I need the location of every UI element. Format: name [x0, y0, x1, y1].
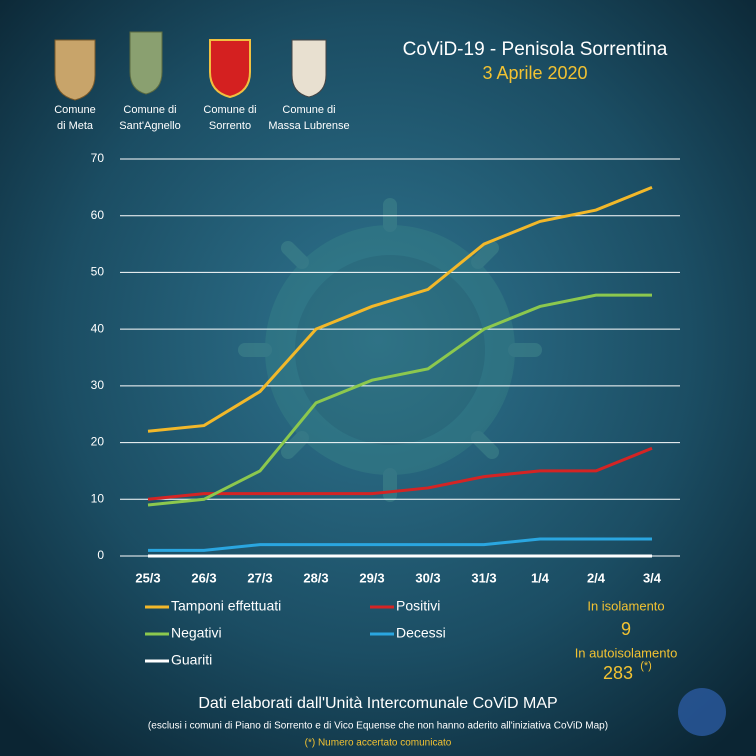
logo-caption: Sant'Agnello [119, 120, 180, 132]
y-tick-label: 20 [91, 435, 105, 449]
stat-value: 9 [621, 619, 631, 639]
x-tick-label: 26/3 [191, 570, 216, 585]
footnote: (*) Numero accertato comunicato [305, 738, 452, 749]
crest [129, 31, 163, 95]
logo-caption: Comune [54, 104, 96, 116]
legend-label: Decessi [396, 625, 446, 641]
footer-note: (esclusi i comuni di Piano di Sorrento e… [148, 721, 608, 732]
series-line [148, 537, 652, 552]
legend-label: Negativi [171, 625, 222, 641]
stat-value: 283 [603, 663, 633, 683]
footer-title: Dati elaborati dall'Unità Intercomunale … [198, 695, 557, 712]
y-tick-label: 60 [91, 208, 105, 222]
logos [54, 31, 327, 101]
x-tick-label: 30/3 [415, 570, 440, 585]
legend-label: Tamponi effettuati [171, 598, 281, 614]
x-tick-label: 3/4 [643, 570, 662, 585]
covid-map-logo [678, 688, 726, 736]
logo-caption: Sorrento [209, 120, 251, 132]
logo-caption: Comune di [203, 104, 256, 116]
crest [291, 39, 327, 98]
y-tick-label: 30 [91, 378, 105, 392]
chart-subtitle: 3 Aprile 2020 [482, 63, 587, 83]
x-tick-label: 1/4 [531, 570, 550, 585]
crest [209, 39, 251, 99]
legend-label: Guariti [171, 652, 212, 668]
logo-caption: Massa Lubrense [268, 120, 349, 132]
y-tick-label: 0 [97, 548, 104, 562]
x-tick-label: 28/3 [303, 570, 328, 585]
y-tick-label: 70 [91, 151, 105, 165]
logo-caption: Comune di [123, 104, 176, 116]
series-line [147, 185, 653, 433]
stat-label: In isolamento [587, 598, 664, 613]
y-tick-label: 10 [91, 491, 105, 505]
stat-note: (*) [640, 660, 652, 672]
y-tick-label: 40 [91, 321, 105, 335]
logo-caption: di Meta [57, 120, 94, 132]
series-line [147, 293, 652, 507]
y-tick-label: 50 [91, 265, 105, 279]
x-tick-label: 31/3 [471, 570, 496, 585]
series-line [147, 446, 653, 501]
x-tick-label: 25/3 [135, 570, 160, 585]
virus-decoration [238, 198, 542, 502]
logo-caption: Comune di [282, 104, 335, 116]
chart-title: CoViD-19 - Penisola Sorrentina [403, 39, 668, 60]
x-tick-label: 29/3 [359, 570, 384, 585]
x-tick-label: 2/4 [587, 570, 606, 585]
legend-label: Positivi [396, 598, 440, 614]
stat-label: In autoisolamento [575, 645, 678, 660]
crest [54, 39, 96, 101]
x-tick-label: 27/3 [247, 570, 272, 585]
